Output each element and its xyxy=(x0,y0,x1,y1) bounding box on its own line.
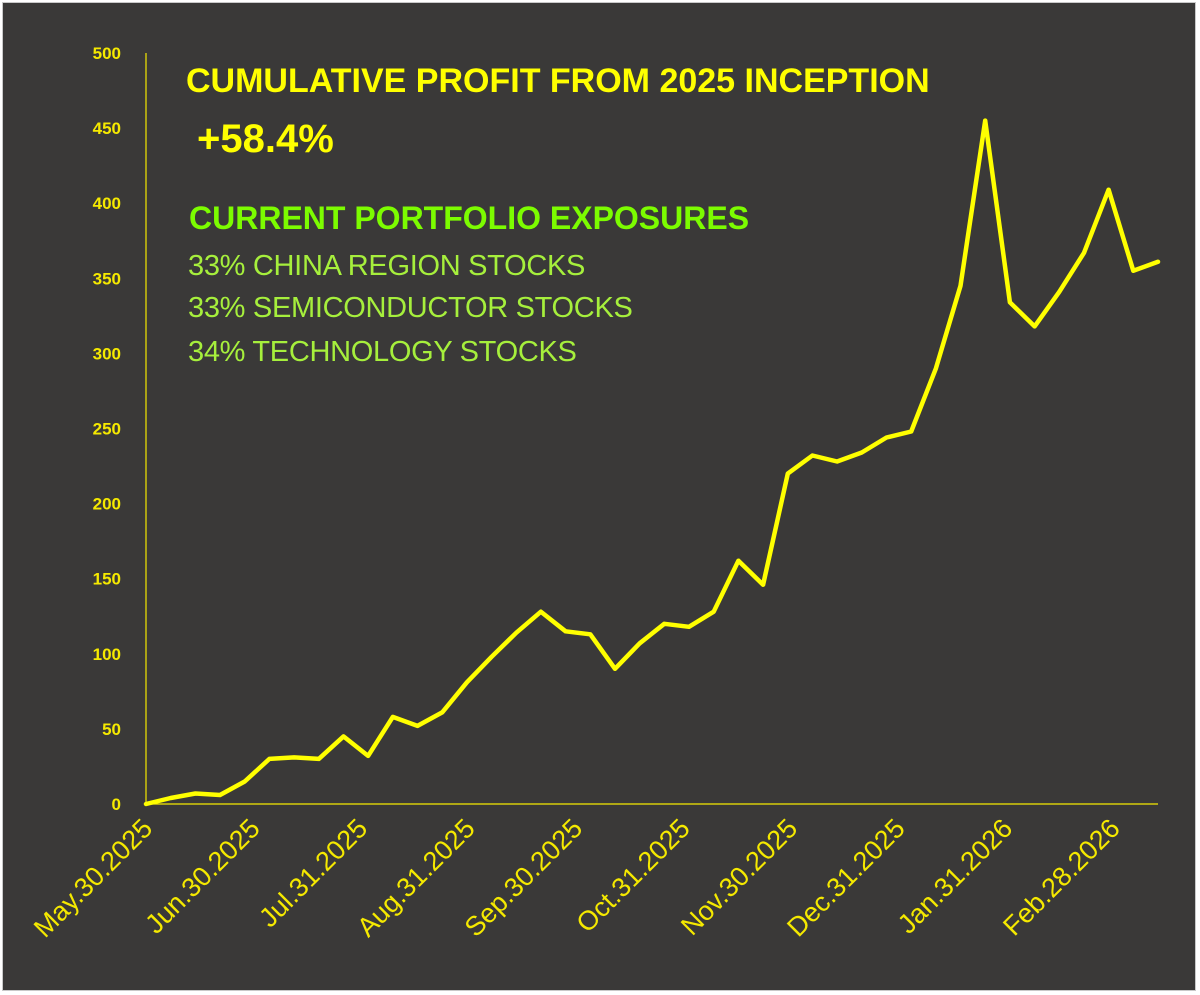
y-tick-label: 50 xyxy=(102,720,121,739)
exposures-heading: CURRENT PORTFOLIO EXPOSURES xyxy=(189,200,750,236)
data-point xyxy=(1033,324,1037,328)
data-point xyxy=(884,436,888,440)
y-tick-label: 150 xyxy=(93,570,121,589)
y-tick-label: 350 xyxy=(93,269,121,288)
series-line xyxy=(143,118,1161,807)
profit-value: +58.4% xyxy=(197,117,334,161)
data-point xyxy=(1131,269,1135,273)
data-point xyxy=(736,559,740,563)
data-point xyxy=(934,366,938,370)
data-point xyxy=(860,451,864,455)
series-group xyxy=(143,118,1161,807)
data-point xyxy=(835,460,839,464)
data-point xyxy=(539,610,543,614)
x-tick-label: Feb.28.2026 xyxy=(997,813,1125,941)
axes xyxy=(145,53,1158,805)
y-axis: 0 50 100 150 200 250 300 350 400 450 500 xyxy=(93,44,121,814)
x-tick-label: Jul.31.2025 xyxy=(253,813,373,933)
y-tick-label: 450 xyxy=(93,119,121,138)
data-point xyxy=(243,779,247,783)
y-tick-label: 0 xyxy=(112,795,121,814)
y-tick-label: 400 xyxy=(93,194,121,213)
data-point xyxy=(613,667,617,671)
data-point xyxy=(1107,188,1111,192)
y-tick-label: 300 xyxy=(93,344,121,363)
data-point xyxy=(1008,300,1012,304)
exposure-item: 33% CHINA REGION STOCKS xyxy=(188,250,586,282)
data-point xyxy=(588,632,592,636)
data-point xyxy=(169,796,173,800)
data-point xyxy=(638,641,642,645)
data-point xyxy=(514,631,518,635)
exposure-item: 34% TECHNOLOGY STOCKS xyxy=(188,336,577,368)
x-axis: May.30.2025Jun.30.2025Jul.31.2025Aug.31.… xyxy=(28,813,1126,943)
data-point xyxy=(564,629,568,633)
x-tick-label: May.30.2025 xyxy=(28,813,158,943)
data-point xyxy=(416,724,420,728)
data-point xyxy=(267,757,271,761)
x-tick-label: Jun.30.2025 xyxy=(139,813,265,939)
data-point xyxy=(1082,251,1086,255)
data-point xyxy=(662,622,666,626)
exposure-item: 33% SEMICONDUCTOR STOCKS xyxy=(188,292,633,324)
y-tick-label: 100 xyxy=(93,645,121,664)
y-tick-label: 500 xyxy=(93,44,121,63)
data-point xyxy=(366,754,370,758)
data-point xyxy=(786,472,790,476)
data-point xyxy=(1156,260,1160,264)
data-point xyxy=(983,119,987,123)
y-tick-label: 250 xyxy=(93,420,121,439)
data-point xyxy=(193,791,197,795)
data-point xyxy=(317,757,321,761)
data-point xyxy=(712,610,716,614)
data-point xyxy=(1057,290,1061,294)
data-point xyxy=(341,734,345,738)
data-point xyxy=(761,583,765,587)
data-point xyxy=(810,454,814,458)
data-point xyxy=(144,802,148,806)
data-point xyxy=(391,715,395,719)
data-point xyxy=(490,655,494,659)
y-tick-label: 200 xyxy=(93,495,121,514)
data-point xyxy=(218,793,222,797)
data-point xyxy=(909,430,913,434)
data-point xyxy=(959,284,963,288)
data-point xyxy=(440,710,444,714)
data-point xyxy=(465,680,469,684)
data-point xyxy=(292,755,296,759)
data-point xyxy=(687,625,691,629)
chart-title: CUMULATIVE PROFIT FROM 2025 INCEPTION xyxy=(186,62,930,100)
